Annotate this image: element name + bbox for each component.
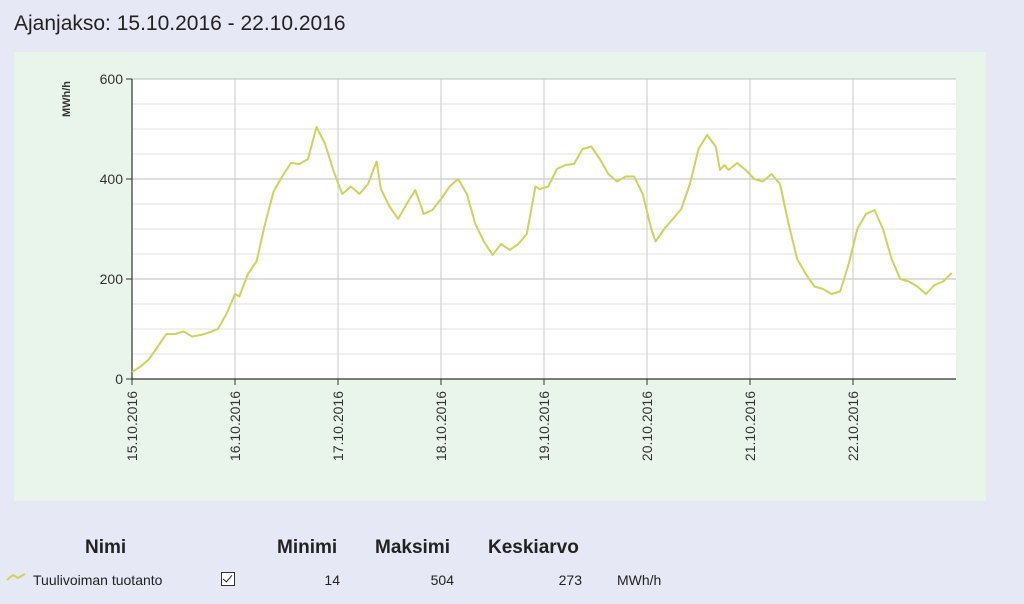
x-tick-label: 21.10.2016 <box>742 391 758 461</box>
series-avg: 273 <box>558 572 582 588</box>
x-tick-label: 15.10.2016 <box>124 391 140 461</box>
x-tick-label: 19.10.2016 <box>536 391 552 461</box>
series-unit: MWh/h <box>617 572 662 588</box>
x-tick-label: 22.10.2016 <box>845 391 861 461</box>
y-tick-label: 600 <box>100 71 124 87</box>
col-header-max: Maksimi <box>375 537 450 558</box>
period-label: Ajanjakso: 15.10.2016 - 22.10.2016 <box>14 12 346 35</box>
x-tick-label: 20.10.2016 <box>639 391 655 461</box>
col-header-name: Nimi <box>85 537 127 558</box>
x-tick-label: 18.10.2016 <box>433 391 449 461</box>
y-tick-label: 200 <box>100 271 124 287</box>
y-axis-label: MWh/h <box>61 81 73 117</box>
y-tick-label: 400 <box>100 171 124 187</box>
y-tick-label: 0 <box>115 371 123 387</box>
series-visibility-checkbox[interactable] <box>221 572 235 586</box>
chart-panel: 0 200 400 600 15.10.2016 16.10.2016 17.10.2016… <box>14 52 986 501</box>
x-tick-label: 17.10.2016 <box>330 391 346 461</box>
series-line-tuulivoiman-tuotanto <box>131 126 953 373</box>
series-min: 14 <box>324 572 340 588</box>
wind-production-chart: 0 200 400 600 15.10.2016 16.10.2016 17.10.2016… <box>61 71 956 461</box>
x-tick-label: 16.10.2016 <box>227 391 243 461</box>
series-max: 504 <box>430 572 454 588</box>
series-name: Tuulivoiman tuotanto <box>33 572 163 588</box>
series-swatch-icon <box>6 573 26 581</box>
col-header-min: Minimi <box>277 537 338 558</box>
col-header-avg: Keskiarvo <box>488 537 579 558</box>
